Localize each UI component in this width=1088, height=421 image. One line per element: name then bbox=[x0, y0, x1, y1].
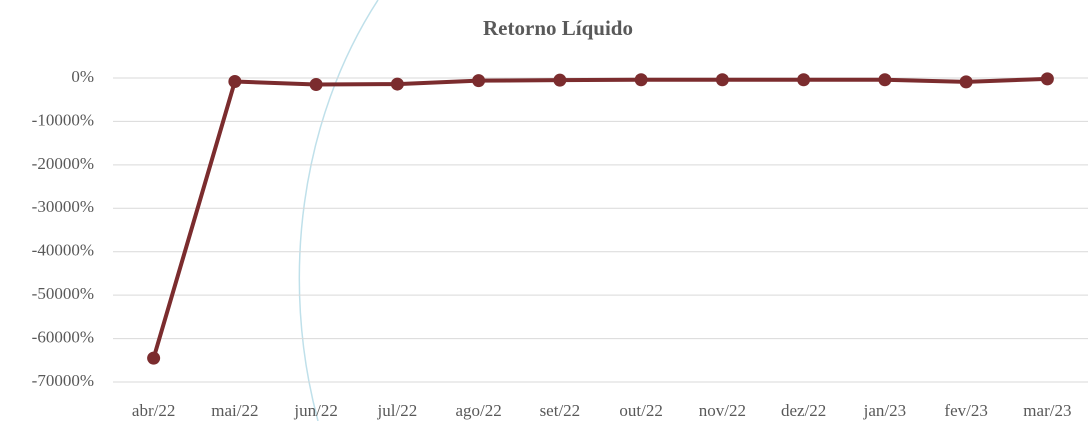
y-tick-label: -60000% bbox=[32, 327, 94, 346]
y-tick-label: -10000% bbox=[32, 110, 94, 129]
y-tick-label: -30000% bbox=[32, 197, 94, 216]
x-tick-label: ago/22 bbox=[455, 401, 501, 420]
chart-title: Retorno Líquido bbox=[483, 16, 633, 40]
data-point bbox=[147, 351, 161, 365]
y-tick-label: 0% bbox=[71, 67, 94, 86]
x-tick-label: jan/23 bbox=[863, 401, 907, 420]
data-point bbox=[390, 77, 404, 91]
data-point bbox=[959, 75, 973, 89]
x-tick-label: jul/22 bbox=[377, 401, 418, 420]
y-tick-label: -70000% bbox=[32, 371, 94, 390]
x-tick-label: abr/22 bbox=[132, 401, 175, 420]
x-tick-label: nov/22 bbox=[699, 401, 746, 420]
data-point bbox=[309, 78, 323, 92]
x-tick-label: fev/23 bbox=[944, 401, 987, 420]
y-tick-label: -40000% bbox=[32, 241, 94, 260]
data-point bbox=[878, 73, 892, 87]
data-point bbox=[634, 73, 648, 87]
y-tick-label: -20000% bbox=[32, 154, 94, 173]
data-point bbox=[1040, 72, 1054, 86]
x-tick-label: jun/22 bbox=[293, 401, 337, 420]
x-tick-label: out/22 bbox=[619, 401, 662, 420]
data-point bbox=[553, 73, 567, 87]
data-point bbox=[715, 73, 729, 87]
series-line bbox=[151, 76, 1048, 359]
data-point bbox=[472, 74, 486, 88]
x-tick-label: mai/22 bbox=[211, 401, 258, 420]
x-tick-label: mar/23 bbox=[1023, 401, 1071, 420]
x-tick-label: dez/22 bbox=[781, 401, 826, 420]
decoration-curve bbox=[298, 0, 379, 421]
y-tick-label: -50000% bbox=[32, 284, 94, 303]
x-tick-label: set/22 bbox=[540, 401, 581, 420]
data-point bbox=[228, 74, 242, 88]
data-point bbox=[797, 73, 811, 87]
